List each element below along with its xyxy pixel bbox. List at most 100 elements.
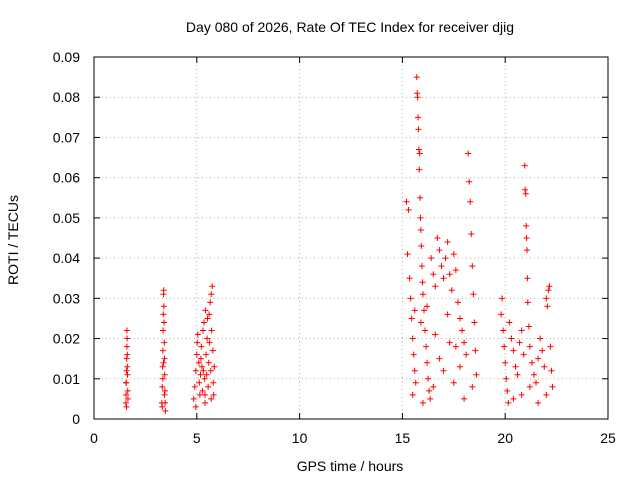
data-point bbox=[160, 303, 167, 310]
data-point bbox=[418, 243, 425, 250]
x-tick-label: 20 bbox=[497, 430, 513, 446]
y-tick-label: 0.06 bbox=[53, 170, 80, 186]
data-point bbox=[543, 295, 550, 302]
y-tick-label: 0.07 bbox=[53, 129, 80, 145]
data-point bbox=[549, 383, 556, 390]
data-point bbox=[124, 371, 131, 378]
data-point bbox=[466, 178, 473, 185]
data-point bbox=[161, 391, 168, 398]
data-point bbox=[417, 194, 424, 201]
y-tick-label: 0 bbox=[72, 411, 80, 427]
data-point bbox=[442, 255, 449, 262]
data-point bbox=[547, 343, 554, 350]
data-point bbox=[415, 146, 422, 153]
data-point bbox=[159, 347, 166, 354]
data-point bbox=[161, 339, 168, 346]
data-point bbox=[159, 363, 166, 370]
data-point bbox=[194, 339, 201, 346]
data-point bbox=[418, 263, 425, 270]
data-point bbox=[448, 287, 455, 294]
data-point bbox=[200, 367, 207, 374]
data-point bbox=[505, 399, 512, 406]
data-point bbox=[546, 283, 553, 290]
data-point bbox=[502, 359, 509, 366]
data-point bbox=[454, 299, 461, 306]
data-point bbox=[124, 335, 131, 342]
data-point bbox=[416, 150, 423, 157]
data-point bbox=[465, 150, 472, 157]
data-point bbox=[436, 247, 443, 254]
data-point bbox=[516, 339, 523, 346]
x-tick-label: 10 bbox=[292, 430, 308, 446]
data-point bbox=[518, 327, 525, 334]
data-point bbox=[423, 343, 430, 350]
data-point bbox=[525, 323, 532, 330]
data-point bbox=[206, 339, 213, 346]
data-point bbox=[208, 291, 215, 298]
data-point bbox=[204, 315, 211, 322]
x-axis-label: GPS time / hours bbox=[297, 458, 404, 474]
data-point bbox=[123, 355, 130, 362]
data-point bbox=[522, 190, 529, 197]
data-point bbox=[202, 307, 209, 314]
data-point bbox=[407, 295, 414, 302]
data-point bbox=[524, 275, 531, 282]
data-point bbox=[195, 359, 202, 366]
data-point bbox=[210, 391, 217, 398]
data-point bbox=[467, 198, 474, 205]
data-point bbox=[420, 307, 427, 314]
data-point bbox=[191, 383, 198, 390]
data-point bbox=[450, 379, 457, 386]
data-point bbox=[211, 363, 218, 370]
data-point bbox=[446, 271, 453, 278]
data-point bbox=[410, 351, 417, 358]
data-point bbox=[501, 343, 508, 350]
data-point bbox=[436, 355, 443, 362]
data-point bbox=[124, 387, 131, 394]
data-point bbox=[194, 331, 201, 338]
data-point bbox=[123, 343, 130, 350]
data-point bbox=[419, 291, 426, 298]
data-point bbox=[208, 395, 215, 402]
y-tick-label: 0.02 bbox=[53, 331, 80, 347]
y-axis-label: ROTI / TECUs bbox=[5, 195, 21, 285]
data-point bbox=[510, 347, 517, 354]
x-tick-label: 25 bbox=[600, 430, 616, 446]
chart-title: Day 080 of 2026, Rate Of TEC Index for r… bbox=[186, 19, 514, 35]
data-point bbox=[450, 251, 457, 258]
data-point bbox=[160, 327, 167, 334]
data-point bbox=[419, 399, 426, 406]
data-point bbox=[414, 94, 421, 101]
data-point bbox=[427, 395, 434, 402]
data-point bbox=[440, 275, 447, 282]
data-point bbox=[409, 391, 416, 398]
data-point bbox=[199, 327, 206, 334]
data-point bbox=[470, 291, 477, 298]
data-point bbox=[124, 351, 131, 358]
data-point bbox=[160, 359, 167, 366]
y-tick-labels: 0 0.01 0.02 0.03 0.04 0.05 0.06 0.07 0.08 0.09 bbox=[53, 49, 80, 427]
data-point bbox=[160, 287, 167, 294]
y-tick-label: 0.09 bbox=[53, 49, 80, 65]
data-point bbox=[543, 391, 550, 398]
data-point bbox=[161, 355, 168, 362]
data-point bbox=[537, 335, 544, 342]
data-point bbox=[526, 343, 533, 350]
data-point bbox=[503, 375, 510, 382]
data-point bbox=[192, 403, 199, 410]
data-point bbox=[473, 371, 480, 378]
data-point bbox=[405, 206, 412, 213]
axis-ticks bbox=[93, 56, 609, 420]
data-point bbox=[426, 387, 433, 394]
data-point bbox=[162, 399, 169, 406]
data-point bbox=[461, 395, 468, 402]
data-point bbox=[205, 383, 212, 390]
data-point bbox=[197, 355, 204, 362]
data-point bbox=[198, 363, 205, 370]
data-point bbox=[432, 283, 439, 290]
data-point bbox=[403, 198, 410, 205]
data-point bbox=[415, 126, 422, 133]
data-point bbox=[444, 239, 451, 246]
data-point bbox=[198, 343, 205, 350]
data-point bbox=[207, 367, 214, 374]
